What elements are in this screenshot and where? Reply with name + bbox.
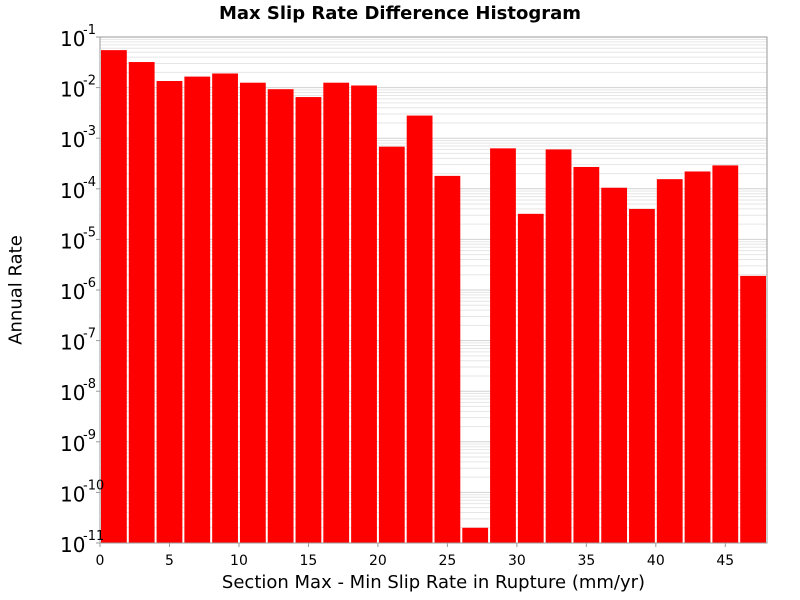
histogram-bar <box>267 89 294 543</box>
histogram-bar <box>101 50 127 544</box>
y-tick-exponent: -9 <box>83 428 96 443</box>
y-tick-exponent: -6 <box>83 276 96 291</box>
histogram-bar <box>434 175 461 543</box>
y-tick-exponent: -7 <box>83 327 96 342</box>
y-tick-exponent: -4 <box>83 175 96 190</box>
y-tick-label: 10 <box>60 179 85 203</box>
x-axis-ticks: 0 5 10 15 20 25 30 35 40 45 <box>96 543 734 569</box>
y-tick-exponent: -5 <box>83 225 96 240</box>
x-tick-label: 15 <box>300 553 318 569</box>
y-tick-exponent: -10 <box>83 478 104 493</box>
x-tick-label: 25 <box>438 553 456 569</box>
grid-layer <box>100 36 767 544</box>
histogram-bar <box>490 148 516 543</box>
histogram-bar <box>656 179 683 543</box>
histogram-bar <box>406 115 433 544</box>
x-tick-label: 30 <box>508 553 526 569</box>
y-axis-label: Annual Rate <box>5 235 27 345</box>
chart-title: Max Slip Rate Difference Histogram <box>218 3 581 24</box>
y-tick-label: 10 <box>60 533 85 557</box>
histogram-bar <box>740 275 766 543</box>
histogram-bar <box>378 146 405 543</box>
x-tick-label: 35 <box>577 553 595 569</box>
y-tick-label: 10 <box>60 381 85 405</box>
y-tick-label: 10 <box>60 432 85 456</box>
y-tick-label: 10 <box>60 78 85 102</box>
y-tick-label: 10 <box>60 482 85 506</box>
x-tick-label: 40 <box>647 553 665 569</box>
histogram-bar <box>684 171 711 543</box>
y-tick-label: 10 <box>60 128 85 152</box>
y-tick-label: 10 <box>60 331 85 355</box>
histogram-bar <box>184 76 211 544</box>
histogram-bar <box>629 208 655 543</box>
y-tick-label: 10 <box>60 280 85 304</box>
histogram-bar <box>601 187 628 543</box>
x-tick-label: 5 <box>165 553 174 569</box>
y-tick-exponent: -8 <box>83 377 96 392</box>
y-tick-label: 10 <box>60 229 85 253</box>
histogram-bar <box>323 82 350 543</box>
histogram-bar <box>573 166 600 543</box>
histogram-bar <box>128 62 155 544</box>
y-tick-exponent: -2 <box>83 74 96 89</box>
histogram-bar <box>545 149 572 544</box>
x-tick-label: 0 <box>96 553 105 569</box>
y-tick-exponent: -3 <box>83 124 96 139</box>
histogram-bar <box>351 85 377 544</box>
x-axis-label: Section Max - Min Slip Rate in Rupture (… <box>221 572 646 593</box>
histogram-bar <box>517 213 544 543</box>
histogram-bar <box>462 527 489 543</box>
y-tick-exponent: -1 <box>83 23 96 38</box>
histogram-bar <box>712 165 739 544</box>
histogram-bar <box>212 73 238 544</box>
y-axis-ticks: 10-1110-1010-910-810-710-610-510-410-310… <box>60 23 104 557</box>
y-tick-exponent: -11 <box>83 529 104 544</box>
x-tick-label: 20 <box>369 553 387 569</box>
x-tick-label: 10 <box>230 553 248 569</box>
histogram-bar <box>239 82 266 543</box>
x-tick-label: 45 <box>716 553 734 569</box>
bars-layer <box>101 50 766 544</box>
histogram-bar <box>295 97 322 543</box>
y-tick-label: 10 <box>60 27 85 51</box>
histogram-bar <box>156 81 183 543</box>
